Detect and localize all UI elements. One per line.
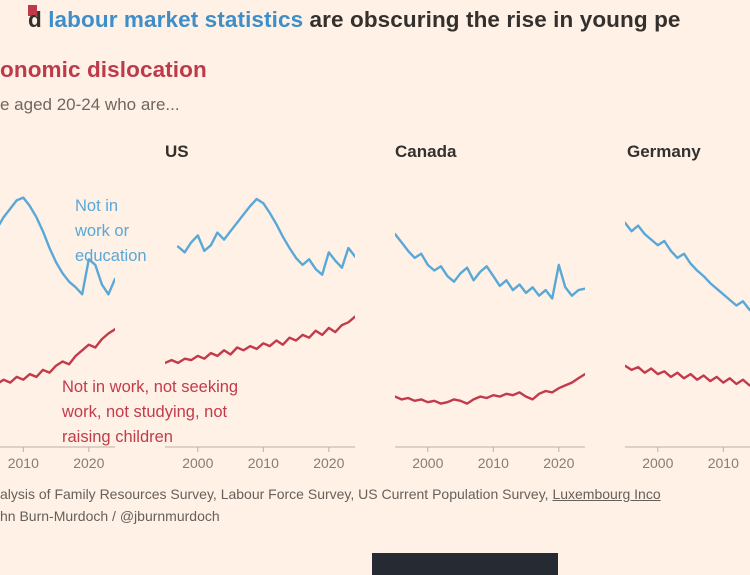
byline: hn Burn-Murdoch / @jburnmurdoch xyxy=(0,508,220,524)
svg-text:2010: 2010 xyxy=(8,455,39,471)
panel-title-us: US xyxy=(165,142,189,161)
chart-subtitle: e aged 20-24 who are... xyxy=(0,95,180,114)
series-label-line: education xyxy=(75,247,147,265)
series-label-not-in-work-not-seeking: Not in work, not seeking work, not study… xyxy=(62,375,238,450)
svg-text:2010: 2010 xyxy=(248,455,279,471)
svg-text:2000: 2000 xyxy=(182,455,213,471)
svg-text:2020: 2020 xyxy=(73,455,104,471)
panel-title-germany: Germany xyxy=(627,142,701,161)
series-label-line: raising children xyxy=(62,428,173,446)
series-label-not-in-work-or-education: Not in work or education xyxy=(75,194,147,269)
title-prefix: d xyxy=(28,7,49,32)
svg-text:2000: 2000 xyxy=(412,455,443,471)
series-label-line: work or xyxy=(75,222,130,240)
source-link[interactable]: Luxembourg Inco xyxy=(552,486,661,502)
svg-text:2020: 2020 xyxy=(313,455,344,471)
chart-title: d labour market statistics are obscuring… xyxy=(28,7,681,33)
svg-text:2000: 2000 xyxy=(642,455,673,471)
series-label-line: Not in work, not seeking xyxy=(62,378,239,396)
series-label-line: Not in xyxy=(75,197,119,215)
crop-artifact xyxy=(28,5,37,16)
title-highlight-blue: labour market statistics xyxy=(48,7,304,32)
svg-text:2020: 2020 xyxy=(543,455,574,471)
source-note: alysis of Family Resources Survey, Labou… xyxy=(0,486,661,502)
panel-title-canada: Canada xyxy=(395,142,457,161)
line-chart-canada: 2000 2010 2020 xyxy=(393,185,587,475)
series-label-line: work, not studying, not xyxy=(62,403,228,421)
source-text: alysis of Family Resources Survey, Labou… xyxy=(0,486,553,502)
line-chart-us: 2000 2010 2020 xyxy=(163,185,357,475)
svg-text:2010: 2010 xyxy=(708,455,739,471)
title-suffix: are obscuring the rise in young pe xyxy=(303,7,681,32)
bottom-banner xyxy=(372,553,558,575)
chart-title-line2: onomic dislocation xyxy=(0,57,207,82)
svg-text:2010: 2010 xyxy=(478,455,509,471)
